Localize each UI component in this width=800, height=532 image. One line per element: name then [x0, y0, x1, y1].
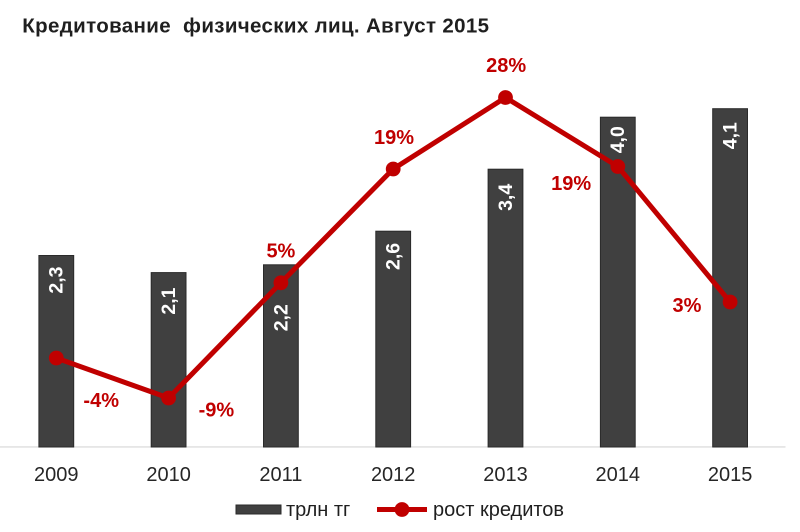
svg-text:2,1: 2,1	[158, 287, 180, 314]
svg-text:2009: 2009	[34, 464, 79, 486]
svg-text:2010: 2010	[146, 464, 191, 486]
svg-text:трлн тг: трлн тг	[286, 499, 350, 521]
svg-text:28%: 28%	[486, 55, 526, 77]
svg-text:-9%: -9%	[199, 400, 235, 422]
svg-text:19%: 19%	[374, 127, 414, 149]
svg-text:19%: 19%	[551, 173, 591, 195]
svg-text:2014: 2014	[596, 464, 641, 486]
svg-text:4,0: 4,0	[607, 126, 629, 153]
svg-text:2012: 2012	[371, 464, 416, 486]
svg-text:2011: 2011	[259, 464, 302, 486]
svg-text:3%: 3%	[673, 295, 702, 317]
svg-text:рост кредитов: рост кредитов	[433, 499, 564, 521]
svg-text:4,1: 4,1	[720, 122, 742, 149]
svg-text:5%: 5%	[266, 240, 295, 262]
svg-text:2,2: 2,2	[270, 304, 292, 331]
svg-text:Кредитование физических лиц.: Кредитование физических лиц. Август 2015	[22, 15, 489, 38]
svg-text:2015: 2015	[708, 464, 753, 486]
svg-text:-4%: -4%	[83, 390, 119, 412]
svg-text:2013: 2013	[483, 464, 528, 486]
svg-text:2,3: 2,3	[46, 266, 68, 293]
svg-text:3,4: 3,4	[495, 184, 517, 211]
svg-text:2,6: 2,6	[383, 243, 405, 270]
